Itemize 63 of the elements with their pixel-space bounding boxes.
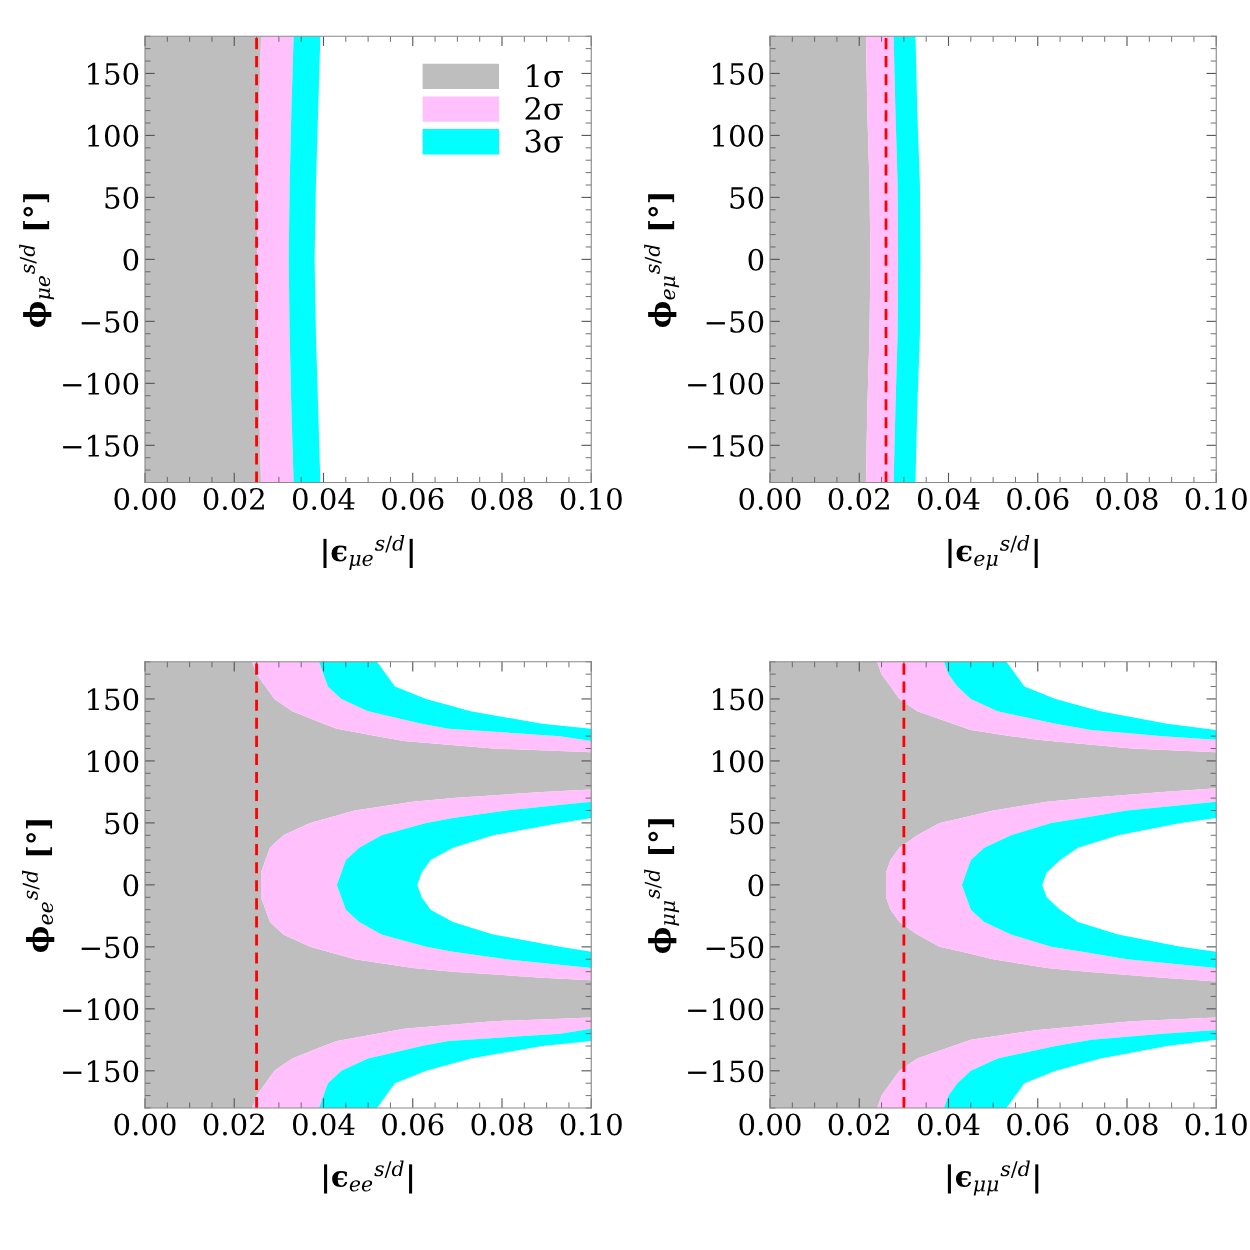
x-tick-label: 0.10 (1185, 1113, 1247, 1136)
y-tick-label: −100 (63, 372, 139, 395)
y-axis-title: ϕ$_{eμ}$$^{s/d}$ [°] (644, 194, 680, 328)
y-tick-label: 50 (730, 186, 764, 209)
y-tick-label: −150 (688, 434, 764, 457)
x-tick-label: 0.06 (382, 1113, 444, 1136)
y-tick-label: 100 (88, 750, 139, 773)
y-tick-label: 0 (123, 874, 139, 897)
y-tick-label: −100 (63, 998, 139, 1021)
legend-label: 3σ (525, 129, 563, 153)
x-tick-label: 0.04 (292, 1113, 355, 1136)
x-axis-title: |ϵ$_{eμ}$$^{s/d}$| (948, 535, 1038, 570)
x-tick-label: 0.00 (114, 1113, 176, 1136)
y-tick-label: −150 (688, 1060, 764, 1083)
y-tick-label: −100 (688, 372, 764, 395)
x-axis-title: |ϵ$_{μμ}$$^{s/d}$| (947, 1160, 1039, 1196)
y-tick-label: −50 (706, 936, 764, 959)
x-tick-label: 0.10 (1185, 487, 1247, 510)
x-tick-label: 0.06 (1007, 487, 1069, 510)
y-tick-label: −150 (63, 434, 139, 457)
x-tick-label: 0.02 (828, 487, 889, 510)
x-tick-label: 0.02 (203, 487, 264, 510)
y-tick-label: −50 (81, 310, 139, 333)
legend-label: 1σ (527, 64, 563, 88)
y-tick-label: 150 (88, 62, 139, 85)
x-tick-label: 0.08 (471, 1113, 533, 1136)
x-tick-label: 0.06 (1007, 1113, 1069, 1136)
x-tick-label: 0.04 (292, 487, 355, 510)
y-axis-title: ϕ$_{μμ}$$^{s/d}$ [°] (644, 819, 680, 954)
y-tick-label: −50 (81, 936, 139, 959)
x-tick-label: 0.02 (828, 1113, 889, 1136)
y-tick-label: 150 (88, 688, 139, 711)
y-axis-title: ϕ$_{ee}$$^{s/d}$ [°] (22, 820, 55, 952)
y-tick-label: −150 (63, 1060, 139, 1083)
y-tick-label: −50 (706, 310, 764, 333)
y-tick-label: 0 (748, 874, 764, 897)
y-tick-label: 50 (730, 812, 764, 835)
x-tick-label: 0.06 (382, 487, 444, 510)
y-tick-label: 150 (713, 62, 764, 85)
y-tick-label: 150 (713, 688, 764, 711)
x-tick-label: 0.02 (203, 1113, 264, 1136)
x-tick-label: 0.10 (560, 1113, 622, 1136)
x-tick-label: 0.10 (560, 487, 622, 510)
y-tick-label: 50 (105, 812, 139, 835)
x-tick-label: 0.00 (739, 487, 801, 510)
y-tick-label: 0 (123, 248, 139, 271)
x-tick-label: 0.04 (917, 1113, 980, 1136)
x-tick-label: 0.08 (1096, 1113, 1158, 1136)
x-tick-label: 0.08 (471, 487, 533, 510)
y-tick-label: 50 (105, 186, 139, 209)
y-tick-label: 100 (713, 750, 764, 773)
y-tick-label: 100 (88, 124, 139, 147)
legend-label: 2σ (525, 96, 563, 121)
x-tick-label: 0.08 (1096, 487, 1158, 510)
x-axis-title: |ϵ$_{μe}$$^{s/d}$| (323, 535, 413, 570)
y-tick-label: 0 (748, 248, 764, 271)
y-tick-label: −100 (688, 998, 764, 1021)
x-tick-label: 0.00 (739, 1113, 801, 1136)
x-axis-title: |ϵ$_{ee}$$^{s/d}$| (324, 1160, 413, 1194)
x-tick-label: 0.00 (114, 487, 176, 510)
y-axis-title: ϕ$_{μe}$$^{s/d}$ [°] (19, 194, 55, 328)
x-tick-label: 0.04 (917, 487, 980, 510)
y-tick-label: 100 (713, 124, 764, 147)
